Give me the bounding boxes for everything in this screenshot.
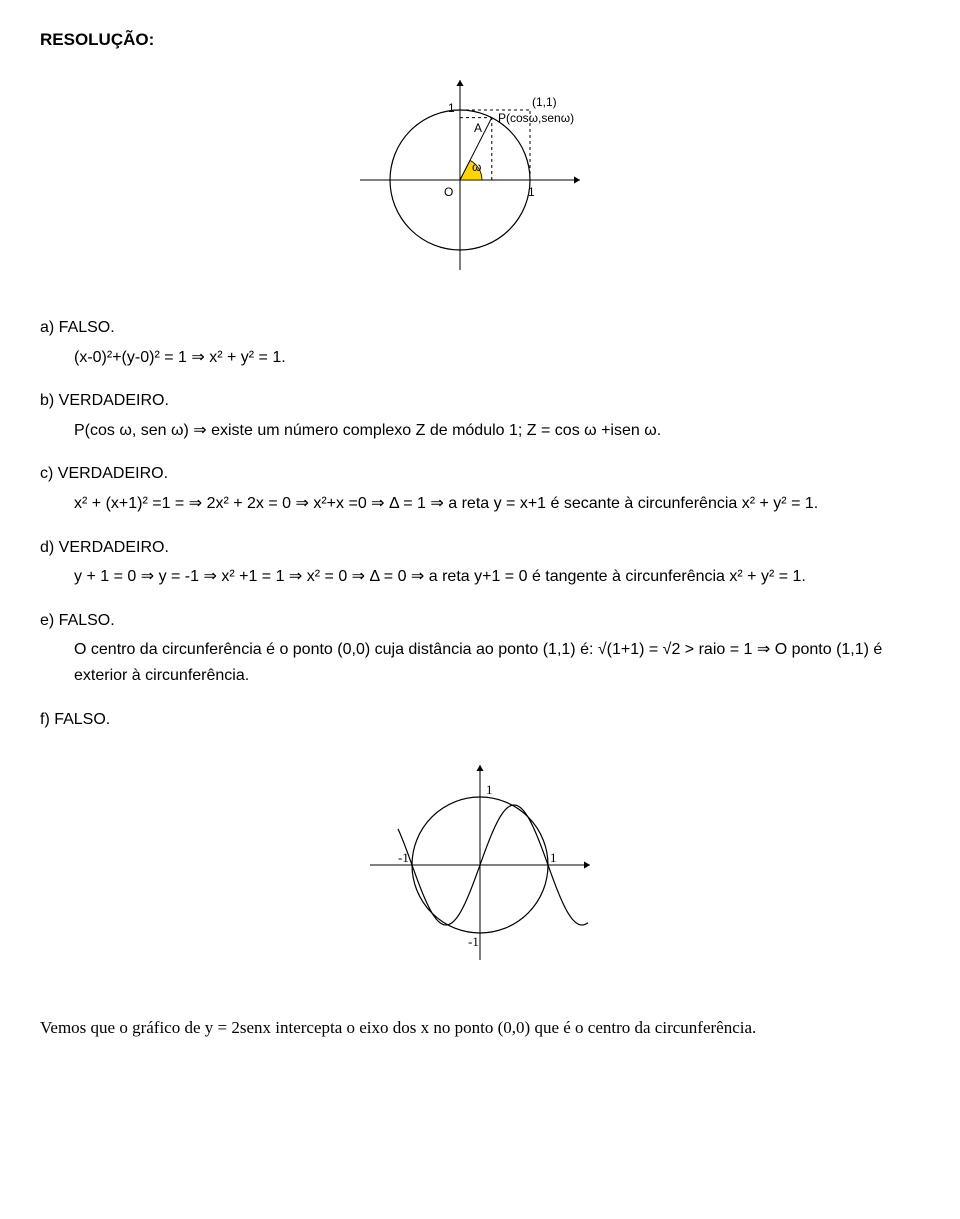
item-f: f) FALSO. [40,707,920,733]
item-c-body: x² + (x+1)² =1 = ⇒ 2x² + 2x = 0 ⇒ x²+x =… [74,491,920,517]
item-a-label: a) FALSO. [40,319,115,336]
item-c-label: c) VERDADEIRO. [40,465,168,482]
svg-text:1: 1 [448,101,455,115]
item-d-label: d) VERDADEIRO. [40,539,169,556]
item-e-body: O centro da circunferência é o ponto (0,… [74,637,920,688]
item-c: c) VERDADEIRO. x² + (x+1)² =1 = ⇒ 2x² + … [40,461,920,516]
figure-1-container: 1 1 O Aω (1,1) P(cosω,senω) [40,70,920,285]
svg-text:1: 1 [486,782,493,797]
item-b-body: P(cos ω, sen ω) ⇒ existe um número compl… [74,418,920,444]
svg-text:P(cosω,senω): P(cosω,senω) [498,111,574,125]
item-d: d) VERDADEIRO. y + 1 = 0 ⇒ y = -1 ⇒ x² +… [40,535,920,590]
footer-text: Vemos que o gráfico de y = 2senx interce… [40,1015,920,1041]
item-e-label: e) FALSO. [40,612,115,629]
item-e-formula: √(1+1) = √2 > raio = 1 [598,641,753,658]
svg-text:(1,1): (1,1) [532,95,557,109]
item-b-label: b) VERDADEIRO. [40,392,169,409]
svg-text:ω: ω [472,160,481,174]
svg-text:O: O [444,185,453,199]
item-a-body: (x-0)²+(y-0)² = 1 ⇒ x² + y² = 1. [74,345,920,371]
item-d-body: y + 1 = 0 ⇒ y = -1 ⇒ x² +1 = 1 ⇒ x² = 0 … [74,564,920,590]
item-b: b) VERDADEIRO. P(cos ω, sen ω) ⇒ existe … [40,388,920,443]
item-e-before: O centro da circunferência é o ponto (0,… [74,641,598,658]
svg-text:1: 1 [550,850,557,865]
svg-text:-1: -1 [398,850,409,865]
item-a: a) FALSO. (x-0)²+(y-0)² = 1 ⇒ x² + y² = … [40,315,920,370]
svg-text:-1: -1 [468,934,479,949]
item-f-label: f) FALSO. [40,711,110,728]
figure-2-container: 1 1 -1 -1 [40,750,920,985]
figure-1: 1 1 O Aω (1,1) P(cosω,senω) [350,70,610,280]
figure-2: 1 1 -1 -1 [350,750,610,980]
page-title: RESOLUÇÃO: [40,30,920,50]
svg-text:A: A [474,121,482,135]
item-e: e) FALSO. O centro da circunferência é o… [40,608,920,689]
svg-text:1: 1 [528,185,535,199]
